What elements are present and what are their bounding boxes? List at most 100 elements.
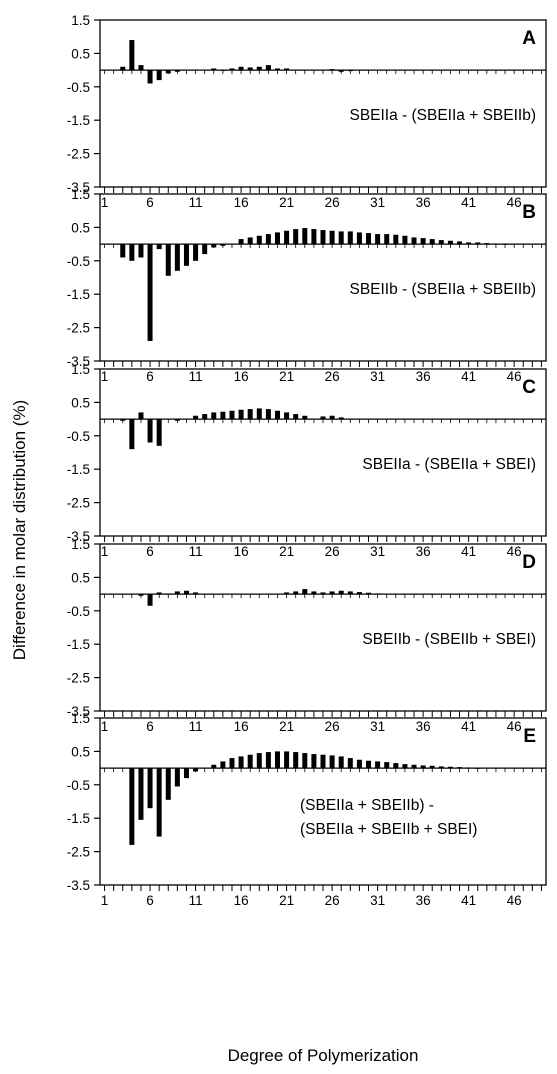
plot-frame xyxy=(99,193,547,362)
bar xyxy=(420,765,426,769)
bar xyxy=(165,593,171,595)
x-tick-label: 16 xyxy=(234,893,249,908)
bar xyxy=(147,419,153,443)
bar xyxy=(284,68,290,71)
x-tick-label: 21 xyxy=(279,195,294,210)
bar xyxy=(238,756,244,769)
bar xyxy=(329,755,335,769)
bar xyxy=(220,244,226,246)
bar xyxy=(320,230,326,245)
bar xyxy=(256,408,262,420)
bar xyxy=(457,767,463,769)
bar xyxy=(475,242,481,245)
panel-letter: B xyxy=(522,202,536,223)
bar xyxy=(411,764,417,769)
bar xyxy=(256,753,262,769)
x-tick-label: 31 xyxy=(370,719,385,734)
y-tick-label: -0.5 xyxy=(67,254,90,269)
y-tick-label: -1.5 xyxy=(67,113,90,128)
x-tick-label: 6 xyxy=(146,544,154,559)
bar xyxy=(438,240,444,245)
bar xyxy=(165,244,171,276)
bar xyxy=(311,754,317,769)
x-tick-label: 1 xyxy=(101,893,109,908)
bar xyxy=(475,767,481,769)
bar xyxy=(129,244,135,261)
bar xyxy=(220,69,226,71)
y-tick-label: -2.5 xyxy=(67,496,90,511)
x-tick-label: 46 xyxy=(507,719,522,734)
x-tick-label: 31 xyxy=(370,544,385,559)
x-tick-label: 16 xyxy=(234,195,249,210)
bar xyxy=(220,761,226,769)
x-tick-label: 46 xyxy=(507,369,522,384)
y-tick-label: -0.5 xyxy=(67,604,90,619)
bar xyxy=(293,229,299,245)
y-tick-label: -2.5 xyxy=(67,671,90,686)
x-tick-label: 31 xyxy=(370,893,385,908)
bar xyxy=(247,754,253,769)
x-tick-label: 41 xyxy=(461,719,476,734)
y-tick-label: 0.5 xyxy=(71,220,90,235)
bar xyxy=(293,591,299,595)
bar xyxy=(238,239,244,245)
x-tick-label: 11 xyxy=(189,719,203,734)
plot-frame xyxy=(99,543,547,712)
bar xyxy=(265,234,271,245)
y-tick-label: 1.5 xyxy=(71,362,90,377)
bar xyxy=(211,764,217,769)
bar xyxy=(493,243,499,245)
y-tick-label: 0.5 xyxy=(71,744,90,759)
bar xyxy=(138,768,144,820)
y-tick-label: -2.5 xyxy=(67,845,90,860)
y-tick-label: -3.5 xyxy=(67,704,90,719)
bar xyxy=(329,415,335,420)
y-tick-label: 1.5 xyxy=(71,13,90,28)
y-tick-label: -1.5 xyxy=(67,637,90,652)
bar xyxy=(174,419,180,421)
panel-annotation: (SBEIIa + SBEIIb + SBEI) xyxy=(300,821,477,838)
bar xyxy=(293,414,299,420)
bar xyxy=(447,766,453,769)
bar xyxy=(457,241,463,245)
bar xyxy=(147,768,153,809)
bar xyxy=(165,70,171,74)
bar xyxy=(338,70,344,72)
x-tick-label: 6 xyxy=(146,195,154,210)
bar xyxy=(484,243,490,245)
panel-letter: C xyxy=(522,377,536,398)
x-tick-label: 46 xyxy=(507,544,522,559)
x-tick-label: 6 xyxy=(146,893,154,908)
panel-letter: A xyxy=(522,28,536,49)
bar xyxy=(402,235,408,245)
panel-letter: E xyxy=(523,726,536,747)
bar xyxy=(229,68,235,71)
bar xyxy=(320,416,326,420)
bar xyxy=(366,233,372,245)
bar xyxy=(129,768,135,845)
x-tick-label: 6 xyxy=(146,369,154,384)
bar xyxy=(174,244,180,271)
x-tick-label: 26 xyxy=(325,195,340,210)
bar xyxy=(265,65,271,71)
x-tick-label: 26 xyxy=(325,369,340,384)
bar xyxy=(274,751,280,769)
bar xyxy=(147,594,153,606)
bar xyxy=(347,70,353,72)
panel-e: 1.50.5-0.5-1.5-2.5-3.51 6 11 16 21 26 31 36 41 46… xyxy=(67,711,547,908)
bar xyxy=(120,419,126,421)
y-tick-label: -1.5 xyxy=(67,462,90,477)
x-tick-label: 1 xyxy=(101,195,109,210)
bar xyxy=(211,412,217,420)
panel-annotation: SBEIIb - (SBEIIb + SBEI) xyxy=(362,631,536,648)
x-tick-label: 46 xyxy=(507,893,522,908)
x-tick-label: 1 xyxy=(101,544,109,559)
bar xyxy=(338,756,344,769)
bar xyxy=(302,589,308,595)
bar xyxy=(120,244,126,258)
bar xyxy=(393,763,399,769)
y-tick-label: 1.5 xyxy=(71,711,90,726)
bar xyxy=(338,590,344,595)
bar xyxy=(193,768,199,772)
